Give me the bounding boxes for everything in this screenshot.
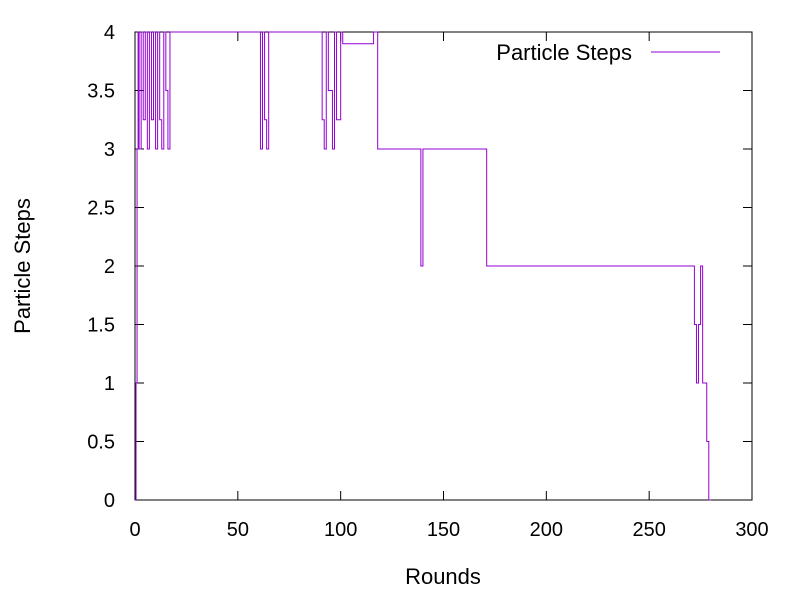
y-tick-label: 2: [104, 256, 115, 278]
x-axis-title: Rounds: [405, 564, 481, 589]
x-tick-label: 200: [530, 519, 563, 541]
y-axis-title: Particle Steps: [10, 198, 35, 334]
x-tick-label: 100: [324, 519, 357, 541]
legend-label: Particle Steps: [496, 40, 632, 65]
y-tick-label: 3: [104, 139, 115, 161]
x-tick-label: 0: [129, 519, 140, 541]
y-tick-label: 4: [104, 22, 115, 44]
x-tick-label: 250: [632, 519, 665, 541]
series-group: [135, 31, 711, 501]
legend: Particle Steps: [496, 40, 720, 65]
x-tick-label: 150: [427, 519, 460, 541]
y-tick-labels: 0 0.5 1 1.5 2 2.5 3 3.5 4: [87, 22, 115, 512]
y-tick-label: 3.5: [87, 81, 115, 103]
x-tick-label: 50: [227, 519, 249, 541]
y-tick-label: 0.5: [87, 432, 115, 454]
y-tick-label: 1: [104, 373, 115, 395]
y-tick-label: 1.5: [87, 315, 115, 337]
y-tick-label: 2.5: [87, 198, 115, 220]
x-tick-label: 300: [735, 519, 768, 541]
series-line-particle-steps: [135, 31, 711, 501]
y-tick-label: 0: [104, 490, 115, 512]
x-tick-labels: 0 50 100 150 200 250 300: [129, 519, 768, 541]
